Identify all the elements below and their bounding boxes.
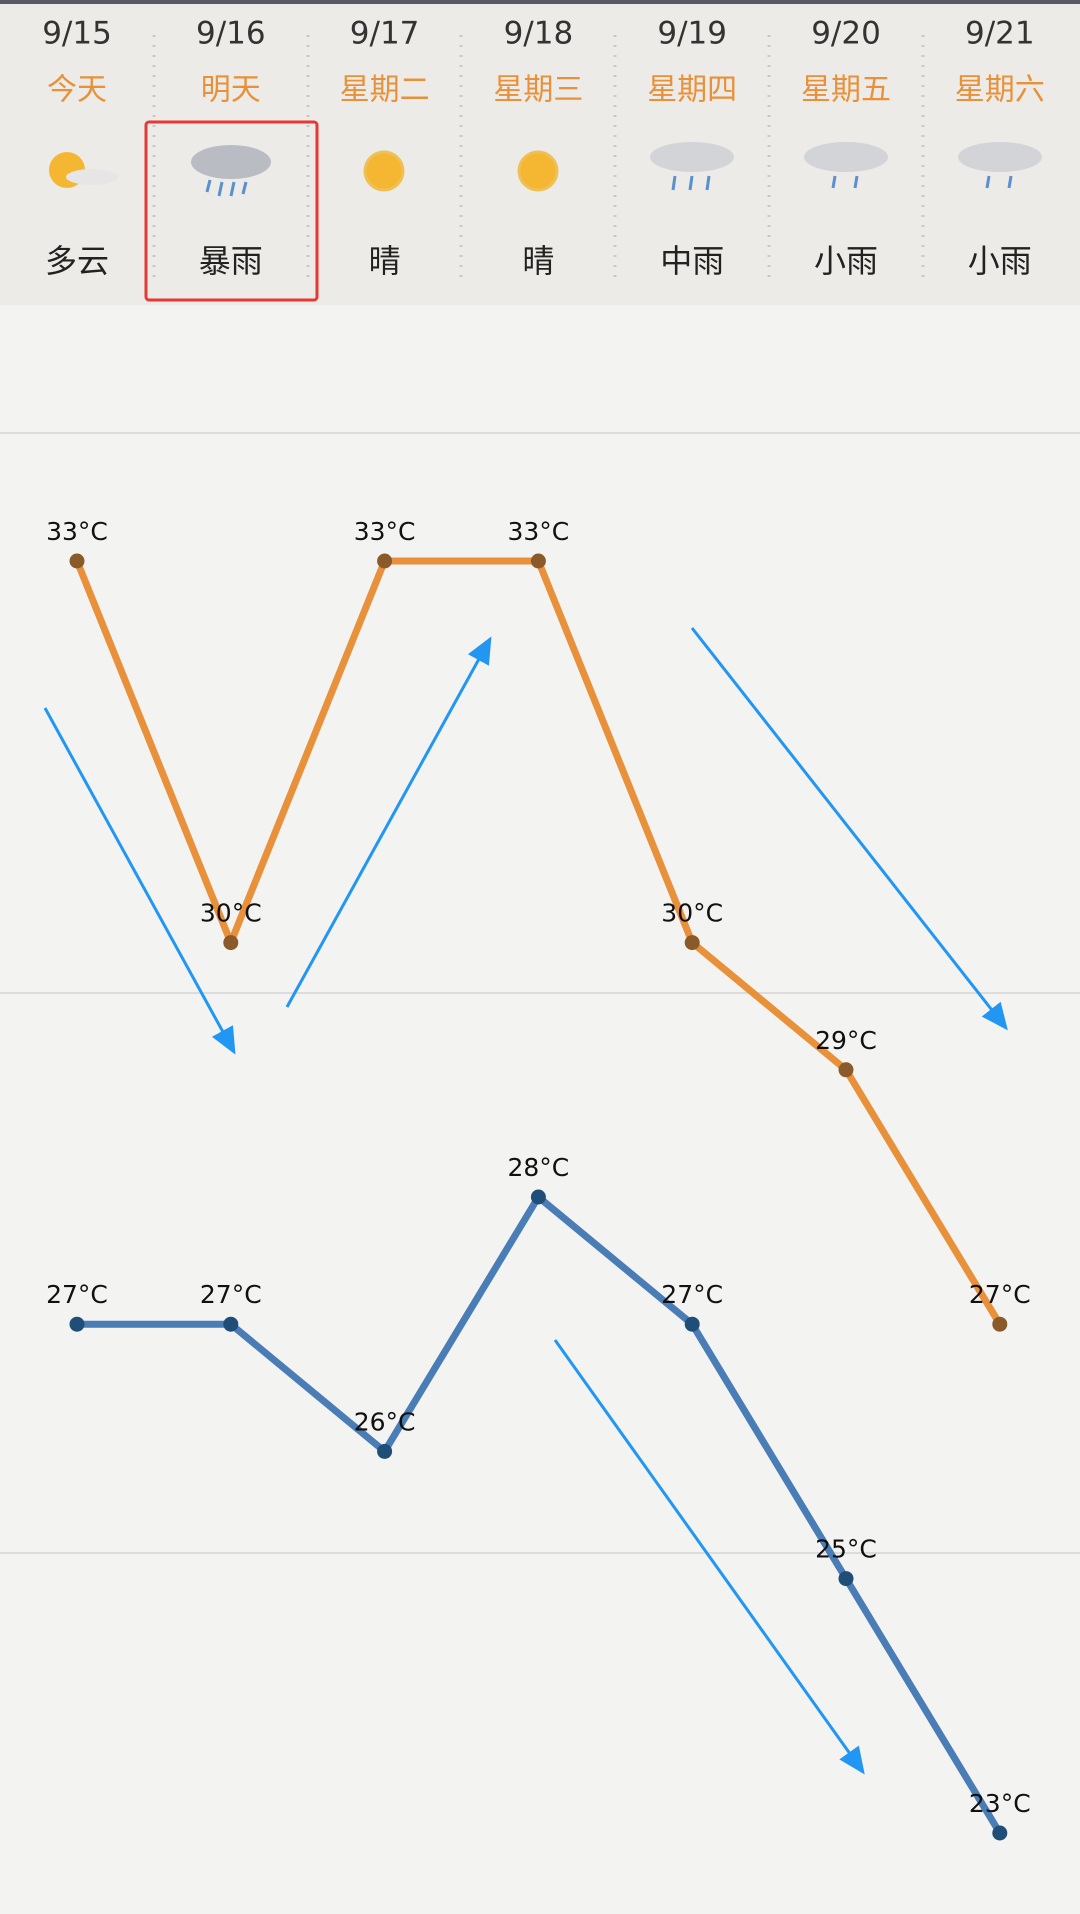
date-label: 9/21 <box>965 16 1035 52</box>
icon-sun <box>517 150 559 192</box>
temperature-label: 27°C <box>661 1280 723 1309</box>
condition-label: 晴 <box>369 242 401 280</box>
temperature-point <box>838 1062 854 1078</box>
icon-rain <box>650 142 734 191</box>
day-label: 明天 <box>201 73 261 108</box>
date-label: 9/15 <box>42 16 112 52</box>
temperature-label: 27°C <box>46 1280 108 1309</box>
day-label: 今天 <box>47 73 107 108</box>
day-label: 星期五 <box>801 73 891 108</box>
condition-label: 晴 <box>522 242 554 280</box>
temperature-point <box>838 1571 854 1587</box>
temperature-point <box>992 1316 1008 1332</box>
day-label: 星期二 <box>340 73 430 108</box>
day-label: 星期六 <box>955 73 1045 108</box>
temperature-label: 27°C <box>200 1280 262 1309</box>
condition-label: 多云 <box>45 242 109 280</box>
day-label: 星期四 <box>647 73 737 108</box>
temperature-label: 30°C <box>661 899 723 928</box>
icon-sun <box>363 150 405 192</box>
temperature-label: 25°C <box>815 1535 877 1564</box>
temperature-point <box>530 1189 546 1205</box>
condition-label: 暴雨 <box>199 242 263 280</box>
icon-cloudy-sun <box>49 152 118 188</box>
highlight-box <box>144 120 319 302</box>
temperature-label: 28°C <box>508 1153 570 1182</box>
temperature-point <box>684 1316 700 1332</box>
icon-rain <box>804 142 888 189</box>
temperature-point <box>377 1443 393 1459</box>
trend-arrows <box>43 627 1008 1775</box>
temperature-point <box>223 935 239 951</box>
condition-label: 小雨 <box>968 242 1032 280</box>
icon-storm <box>191 145 271 197</box>
day-label: 星期三 <box>493 73 583 108</box>
weather-icons <box>49 142 1042 197</box>
temperature-label: 33°C <box>46 517 108 546</box>
icon-rain <box>958 142 1042 189</box>
condition-label: 中雨 <box>660 242 724 280</box>
date-label: 9/18 <box>504 16 574 52</box>
condition-label: 小雨 <box>814 242 878 280</box>
temperature-point <box>992 1825 1008 1841</box>
temperature-point <box>377 553 393 569</box>
temperature-label: 33°C <box>354 517 416 546</box>
date-label: 9/16 <box>196 16 266 52</box>
temperature-label: 29°C <box>815 1026 877 1055</box>
top-bar <box>0 0 1080 4</box>
date-label: 9/17 <box>350 16 420 52</box>
temperature-label: 33°C <box>508 517 570 546</box>
temperature-point <box>530 553 546 569</box>
column-separators <box>152 35 925 280</box>
temperature-point <box>223 1316 239 1332</box>
temperature-line <box>73 557 1003 1327</box>
temperature-point <box>69 1316 85 1332</box>
temperature-point <box>684 935 700 951</box>
temperature-point <box>69 553 85 569</box>
date-label: 9/20 <box>811 16 881 52</box>
temperature-label: 26°C <box>354 1407 416 1436</box>
temperature-label: 27°C <box>969 1280 1031 1309</box>
temperature-label: 23°C <box>969 1789 1031 1818</box>
date-label: 9/19 <box>657 16 727 52</box>
temperature-label: 30°C <box>200 899 262 928</box>
